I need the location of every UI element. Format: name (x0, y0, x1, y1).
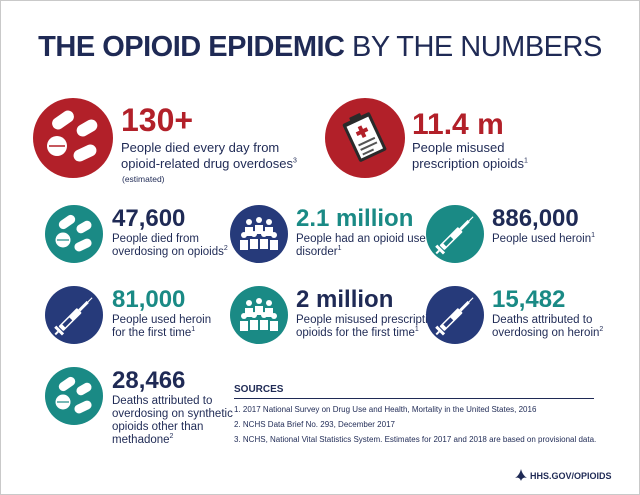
sources-block: SOURCES 1. 2017 National Survey on Drug … (234, 384, 597, 444)
stat-number: 81,000 (112, 286, 186, 313)
page-title: THE OPIOID EPIDEMIC BY THE NUMBERS (0, 30, 640, 64)
stat-number: 28,466 (112, 367, 186, 394)
sources-heading: SOURCES (234, 384, 284, 395)
sources-divider (234, 398, 594, 399)
stat-description: People died from overdosing on opioids2 (112, 233, 228, 258)
source-item: 2. NCHS Data Brief No. 293, December 201… (234, 420, 395, 429)
stat-number: 11.4 m (412, 108, 504, 141)
pills-icon (33, 98, 113, 178)
stat-number: 47,600 (112, 205, 186, 232)
prescription-clipboard-icon (325, 98, 405, 178)
people-group-icon (230, 205, 288, 263)
footer-link[interactable]: HHS.GOV/OPIOIDS (530, 471, 612, 481)
pills-icon (45, 367, 103, 425)
stat-description: Deaths attributed to overdosing on synthe… (112, 395, 233, 446)
stat-number: 15,482 (492, 286, 566, 313)
stat-number: 130+ (121, 102, 194, 138)
stat-number: 2.1 million (296, 205, 414, 232)
hhs-eagle-logo-icon (514, 468, 528, 487)
stat-number: 886,000 (492, 205, 579, 232)
stat-description: People used heroin for the first time1 (112, 314, 212, 339)
syringe-icon (426, 286, 484, 344)
title-light: BY THE NUMBERS (352, 31, 602, 63)
stat-description: People had an opioid use disorder1 (296, 233, 426, 258)
stat-description: People misused prescription opioids1 (412, 140, 528, 171)
pills-icon (45, 205, 103, 263)
people-group-icon (230, 286, 288, 344)
stat-number: 2 million (296, 286, 394, 313)
syringe-icon (45, 286, 103, 344)
stat-description: People used heroin1 (492, 232, 596, 245)
title-bold: THE OPIOID EPIDEMIC (38, 31, 345, 63)
syringe-icon (426, 205, 484, 263)
stat-description: Deaths attributed to overdosing on heroin… (492, 314, 604, 339)
source-item: 1. 2017 National Survey on Drug Use and … (234, 405, 537, 414)
stat-note: (estimated) (122, 174, 165, 184)
source-item: 3. NCHS, National Vital Statistics Syste… (234, 435, 597, 444)
stat-description: People misused prescription opioids for t… (296, 314, 441, 339)
stat-description: People died every day from opioid-related… (121, 140, 297, 171)
